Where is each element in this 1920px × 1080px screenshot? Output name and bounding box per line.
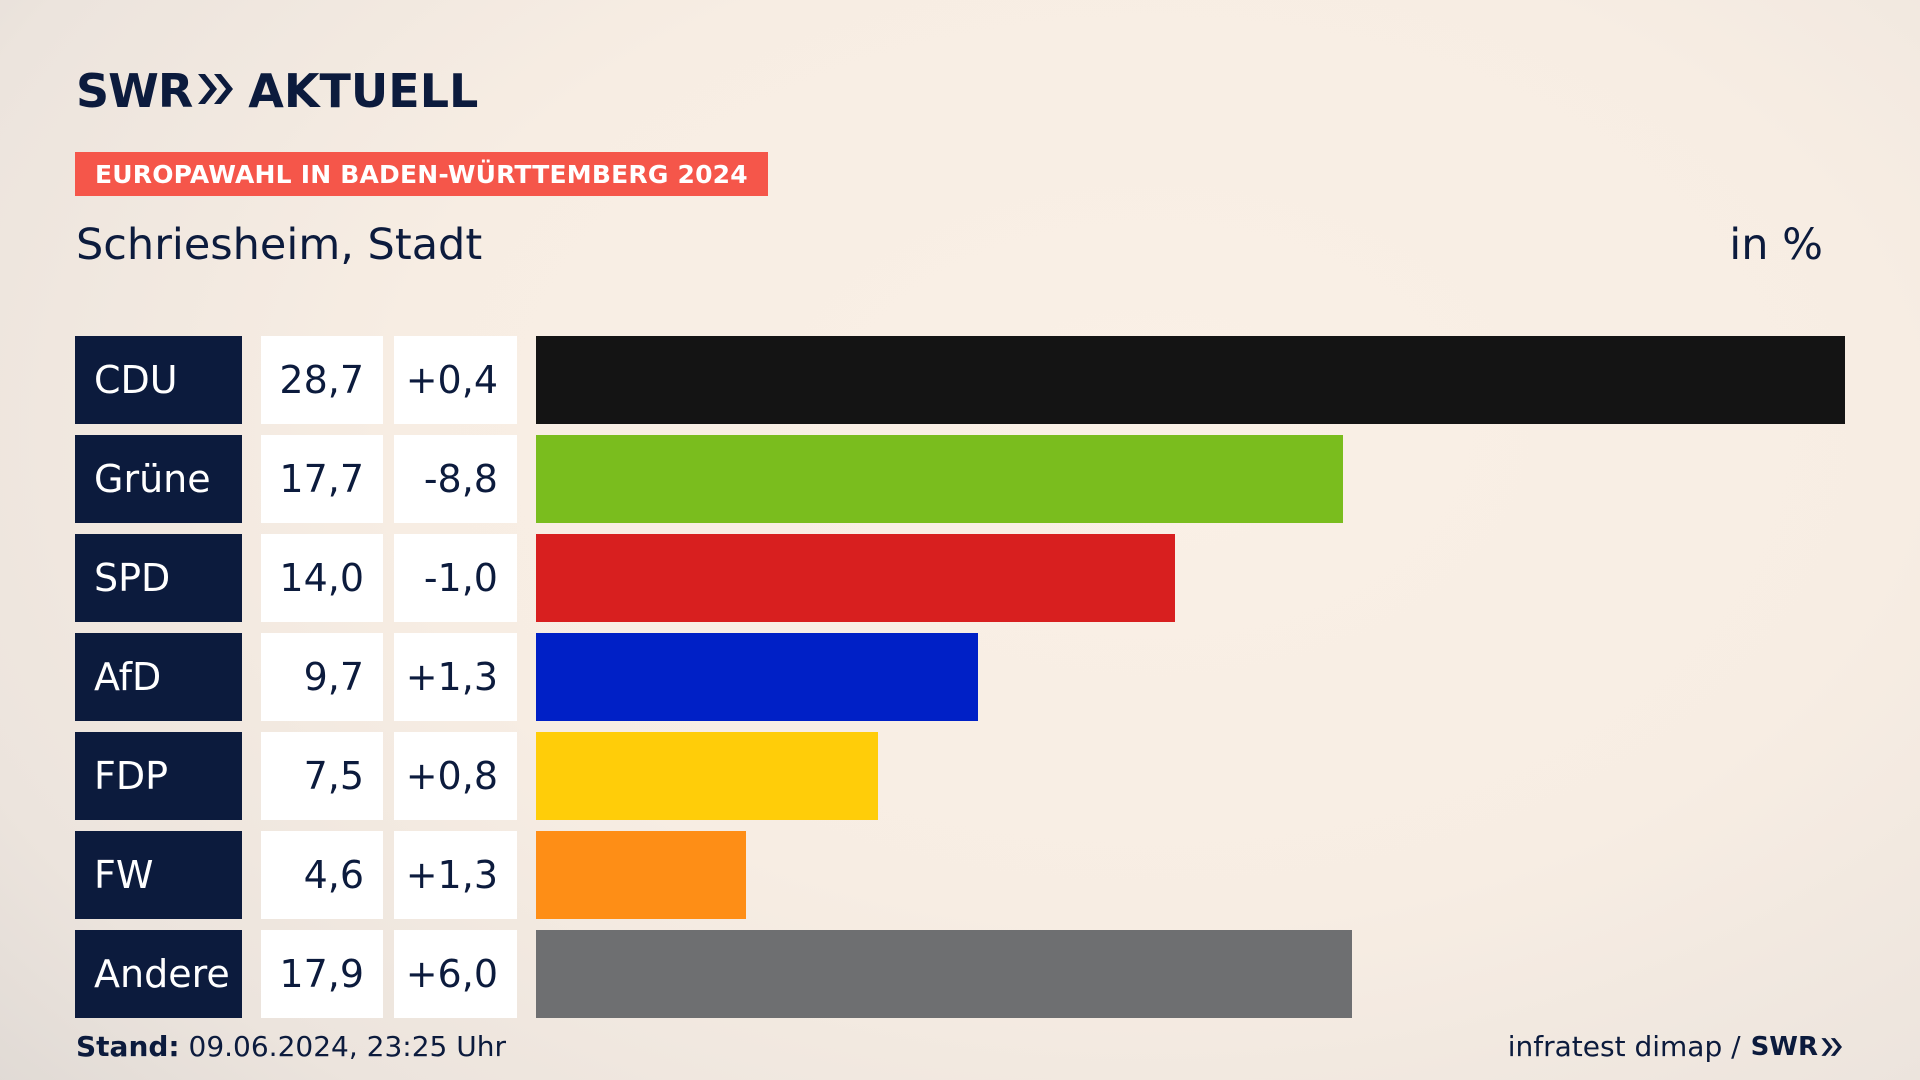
party-label: Grüne xyxy=(75,435,242,523)
vote-share-label: 7,5 xyxy=(261,732,383,820)
change-label: +0,4 xyxy=(394,336,517,424)
vote-share-label: 9,7 xyxy=(261,633,383,721)
source-text: infratest dimap / xyxy=(1507,1030,1741,1063)
change-label: -8,8 xyxy=(394,435,517,523)
vote-share-label: 4,6 xyxy=(261,831,383,919)
vote-share-label: 28,7 xyxy=(261,336,383,424)
change-label: +0,8 xyxy=(394,732,517,820)
timestamp: Stand: 09.06.2024, 23:25 Uhr xyxy=(76,1030,506,1063)
source-credit: infratest dimap / SWR xyxy=(1508,1030,1844,1063)
chart-row: Andere 17,9 +6,0 xyxy=(75,930,1845,1018)
election-badge: EUROPAWAHL IN BADEN-WÜRTTEMBERG 2024 xyxy=(75,152,768,196)
result-bar xyxy=(536,831,746,919)
result-bar xyxy=(536,534,1175,622)
result-bar xyxy=(536,336,1845,424)
party-label: FW xyxy=(75,831,242,919)
double-chevron-small-icon xyxy=(1821,1037,1842,1056)
vote-share-label: 14,0 xyxy=(261,534,383,622)
stand-value: 09.06.2024, 23:25 Uhr xyxy=(179,1030,506,1063)
chart-row: SPD 14,0 -1,0 xyxy=(75,534,1845,622)
party-label: SPD xyxy=(75,534,242,622)
chart-row: FW 4,6 +1,3 xyxy=(75,831,1845,919)
result-bar xyxy=(536,930,1352,1018)
party-label: CDU xyxy=(75,336,242,424)
unit-label: in % xyxy=(1729,220,1823,270)
source-brand: SWR xyxy=(1751,1032,1844,1062)
party-label: FDP xyxy=(75,732,242,820)
double-chevron-icon xyxy=(196,72,236,110)
vote-share-label: 17,7 xyxy=(261,435,383,523)
change-label: +6,0 xyxy=(394,930,517,1018)
brand-aktuell: AKTUELL xyxy=(248,64,479,118)
party-label: AfD xyxy=(75,633,242,721)
change-label: +1,3 xyxy=(394,633,517,721)
chart-row: FDP 7,5 +0,8 xyxy=(75,732,1845,820)
swr-aktuell-logo: SWR AKTUELL xyxy=(76,64,479,118)
vote-share-label: 17,9 xyxy=(261,930,383,1018)
source-brand-text: SWR xyxy=(1750,1031,1818,1062)
change-label: +1,3 xyxy=(394,831,517,919)
party-label: Andere xyxy=(75,930,242,1018)
result-bar xyxy=(536,732,878,820)
brand-swr: SWR xyxy=(76,64,193,118)
chart-row: CDU 28,7 +0,4 xyxy=(75,336,1845,424)
result-bar xyxy=(536,435,1343,523)
page-title: Schriesheim, Stadt xyxy=(76,220,483,270)
change-label: -1,0 xyxy=(394,534,517,622)
stand-label: Stand: xyxy=(76,1030,180,1063)
result-bar xyxy=(536,633,978,721)
chart-row: AfD 9,7 +1,3 xyxy=(75,633,1845,721)
chart-row: Grüne 17,7 -8,8 xyxy=(75,435,1845,523)
